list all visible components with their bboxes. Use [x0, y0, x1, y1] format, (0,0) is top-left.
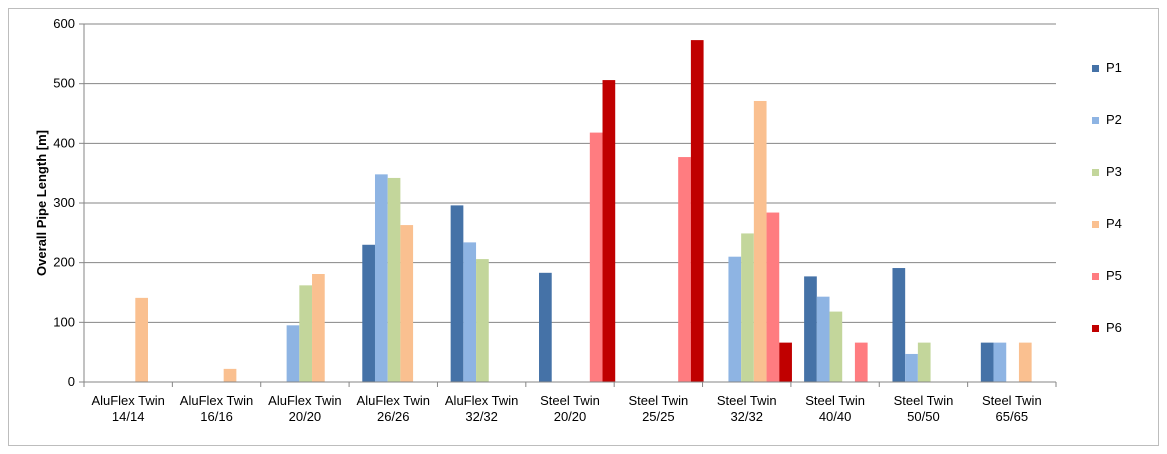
bar-p2-9	[905, 353, 918, 382]
bar-p4-0	[135, 297, 148, 382]
legend-label-p4: P4	[1106, 216, 1122, 231]
bar-p2-3	[374, 174, 388, 382]
bar-p4-7	[753, 100, 767, 382]
x-category-label: Steel Twin	[628, 393, 688, 408]
bar-p3-4	[476, 259, 489, 382]
legend-swatch-p5	[1092, 273, 1099, 280]
legend-label-p2: P2	[1106, 112, 1122, 127]
legend-swatch-p2	[1092, 117, 1099, 124]
chart-frame	[8, 8, 1159, 446]
x-category-label: 14/14	[112, 409, 145, 424]
bar-p2-8	[816, 296, 830, 382]
y-tick-label: 600	[53, 16, 75, 31]
legend-label-p6: P6	[1106, 320, 1122, 335]
x-category-label: Steel Twin	[540, 393, 600, 408]
bar-p6-7	[779, 342, 792, 382]
bar-p6-5	[602, 80, 616, 382]
x-category-label: Steel Twin	[805, 393, 865, 408]
x-category-label: AluFlex Twin	[268, 393, 341, 408]
y-tick-label: 300	[53, 195, 75, 210]
bar-p1-3	[362, 244, 375, 382]
x-category-label: 25/25	[642, 409, 675, 424]
x-category-label: AluFlex Twin	[357, 393, 430, 408]
y-tick-label: 100	[53, 314, 75, 329]
x-category-label: 50/50	[907, 409, 940, 424]
x-category-label: Steel Twin	[894, 393, 954, 408]
x-category-label: 32/32	[465, 409, 498, 424]
bar-p4-2	[312, 274, 325, 382]
axes	[83, 24, 1056, 383]
legend-swatch-p1	[1092, 65, 1099, 72]
bar-p2-7	[728, 256, 742, 382]
bar-p2-2	[286, 325, 300, 382]
x-category-label: 20/20	[554, 409, 587, 424]
y-tick-label: 200	[53, 255, 75, 270]
y-tick-label: 0	[68, 374, 75, 389]
bar-p4-10	[1018, 342, 1032, 382]
legend-swatch-p3	[1092, 169, 1099, 176]
bar-p1-10	[980, 342, 994, 382]
bar-p5-8	[854, 342, 868, 382]
x-category-label: 32/32	[730, 409, 763, 424]
bar-p1-9	[892, 268, 906, 382]
x-category-label: Steel Twin	[717, 393, 777, 408]
legend-label-p3: P3	[1106, 164, 1122, 179]
y-tick-label: 400	[53, 135, 75, 150]
bar-p1-5	[539, 272, 552, 382]
x-category-label: 26/26	[377, 409, 410, 424]
x-category-label: 20/20	[289, 409, 322, 424]
legend-label-p1: P1	[1106, 60, 1122, 75]
bars	[135, 40, 1032, 383]
bar-p3-9	[917, 342, 931, 382]
x-category-label: 16/16	[200, 409, 233, 424]
bar-p4-1	[223, 368, 237, 382]
x-category-label: AluFlex Twin	[180, 393, 253, 408]
bar-p5-5	[589, 132, 603, 382]
bar-p4-3	[400, 225, 414, 382]
bar-p1-4	[450, 205, 464, 382]
gridlines	[79, 23, 1056, 383]
bar-p5-6	[678, 157, 691, 382]
x-category-label: AluFlex Twin	[91, 393, 164, 408]
bar-p3-8	[829, 311, 843, 382]
y-tick-label: 500	[53, 76, 75, 91]
bar-p3-2	[299, 285, 313, 382]
x-category-label: 65/65	[996, 409, 1029, 424]
x-category-label: Steel Twin	[982, 393, 1042, 408]
bar-p1-8	[804, 276, 817, 382]
legend-swatch-p4	[1092, 221, 1099, 228]
legend: P1 P2 P3 P4 P5 P6	[1092, 60, 1122, 335]
y-axis-title: Overall Pipe Length [m]	[34, 130, 49, 276]
x-category-label: 40/40	[819, 409, 852, 424]
bar-p6-6	[690, 40, 704, 383]
x-category-label: AluFlex Twin	[445, 393, 518, 408]
bar-p3-7	[741, 233, 754, 382]
bar-p2-4	[463, 242, 477, 382]
bar-p2-10	[993, 342, 1007, 382]
legend-swatch-p6	[1092, 325, 1099, 332]
y-tick-labels: 0 100 200 300 400 500 600	[53, 16, 75, 389]
bar-p3-3	[387, 177, 401, 382]
bar-p5-7	[766, 212, 780, 382]
legend-label-p5: P5	[1106, 268, 1122, 283]
